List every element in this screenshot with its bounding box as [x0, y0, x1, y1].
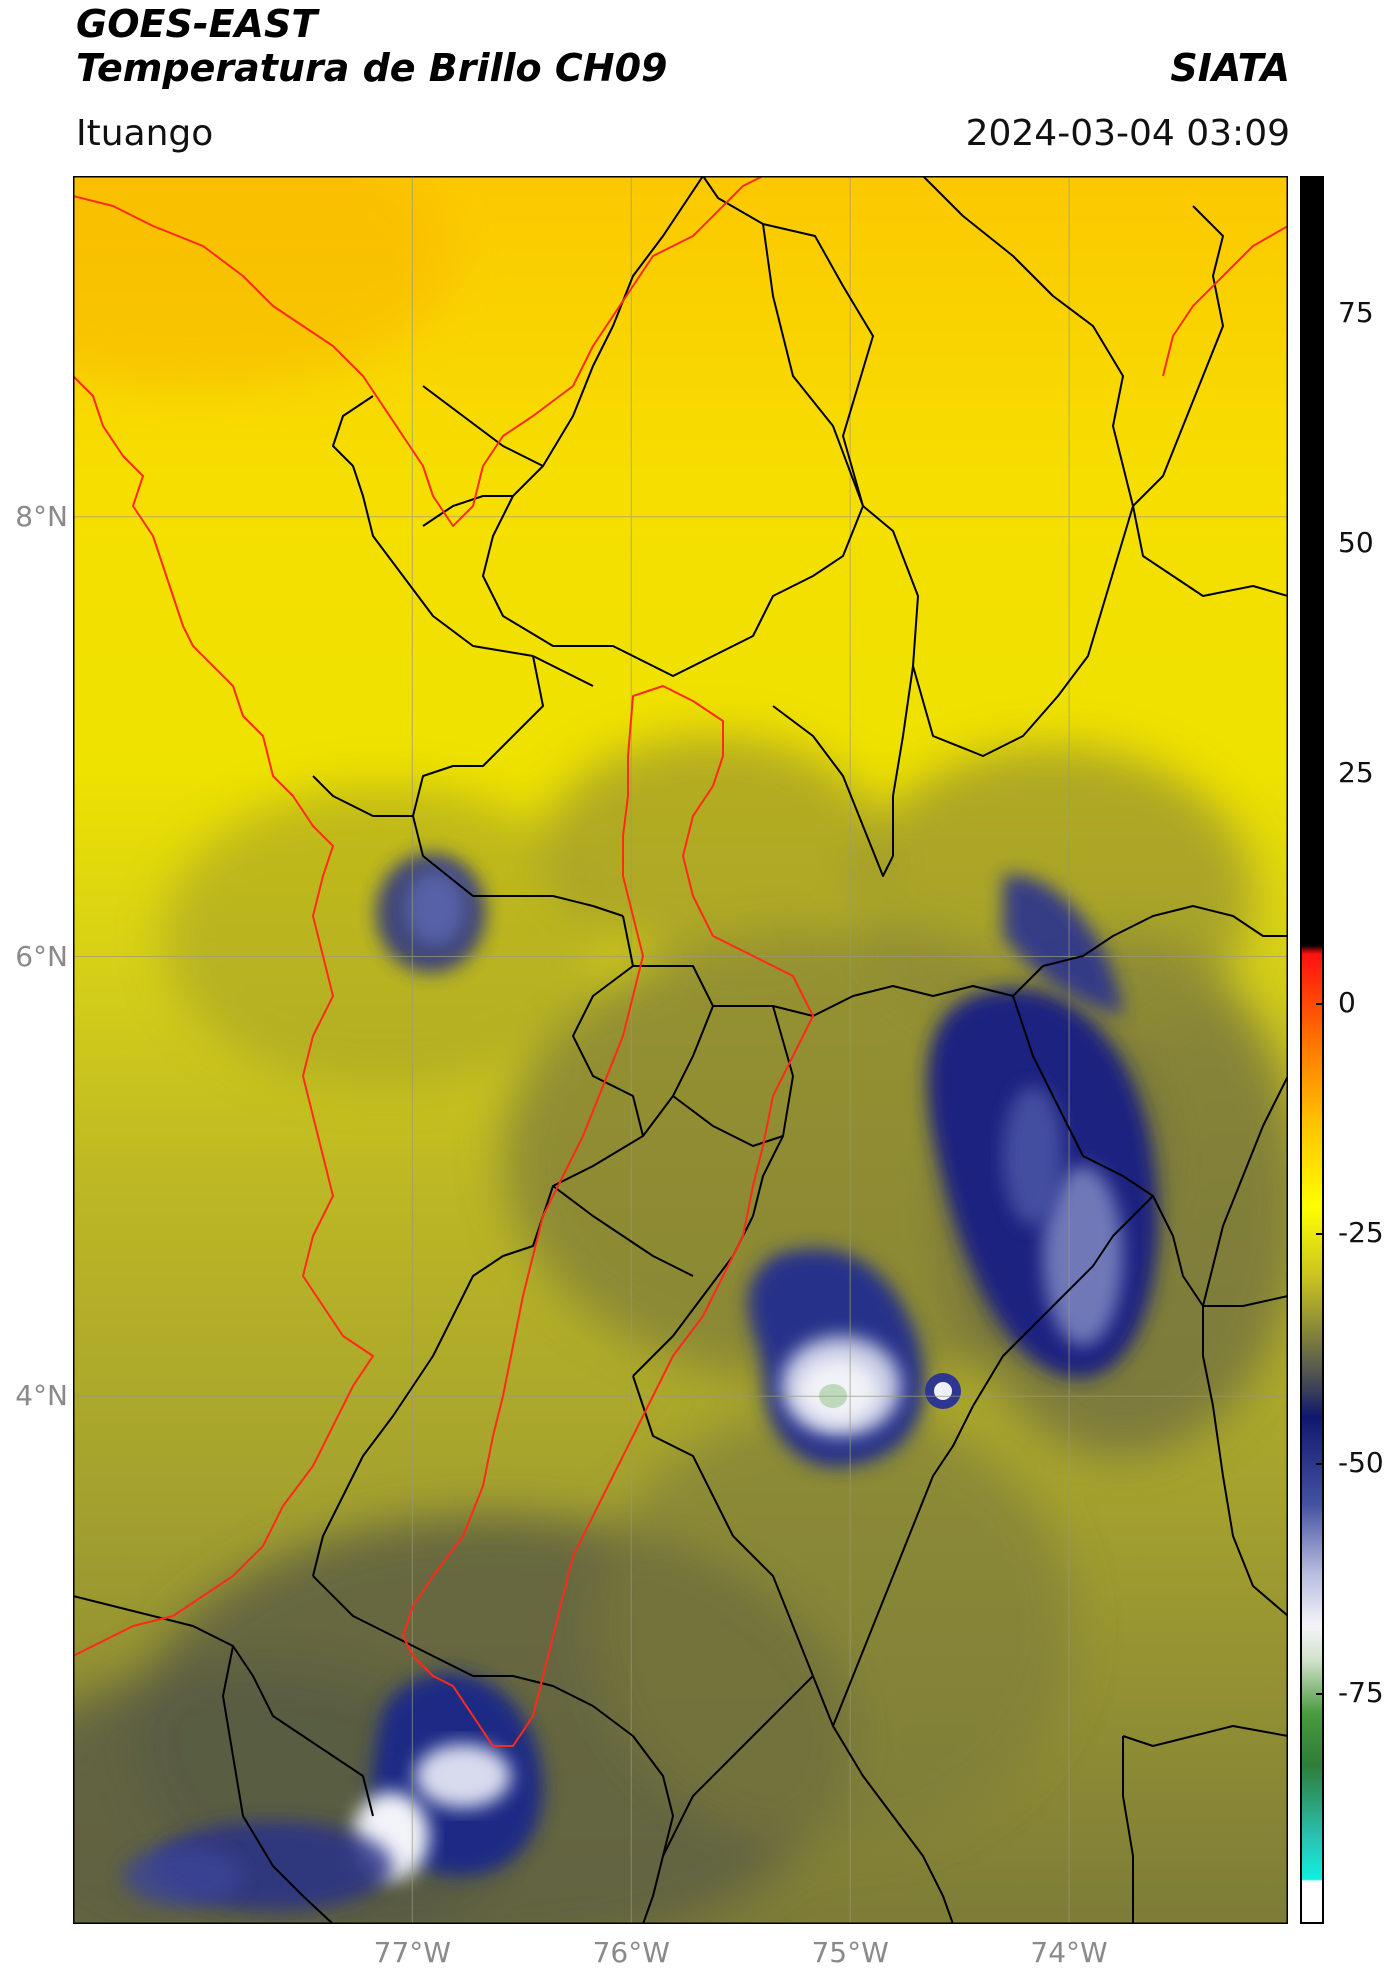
lat-label: 6°N [15, 939, 68, 973]
map-frame [73, 176, 1288, 1924]
warm-patch [73, 176, 453, 386]
lon-label: 76°W [592, 1936, 670, 1969]
colorbar-tick-label: 75 [1338, 296, 1374, 329]
title-satellite: GOES-EAST [76, 2, 318, 46]
lon-label: 75°W [811, 1936, 889, 1969]
coastlines-and-red-borders [73, 176, 1288, 1747]
lon-label: 77°W [373, 1936, 451, 1969]
cold-cloud-cells [123, 853, 1159, 1911]
lon-label: 74°W [1030, 1936, 1108, 1969]
colorbar-tick-label: 50 [1338, 526, 1374, 559]
cell-north-choco [376, 853, 486, 973]
timestamp-label: 2024-03-04 03:09 [965, 113, 1290, 154]
colorbar-tick-label: -75 [1338, 1676, 1384, 1709]
location-label: Ituango [76, 113, 214, 154]
title-product: Temperatura de Brillo CH09 [76, 46, 668, 90]
colorbar-tick-label: -50 [1338, 1446, 1384, 1479]
lat-label: 4°N [15, 1379, 68, 1413]
graticule [73, 176, 1288, 1924]
colorbar-tick-label: -25 [1338, 1216, 1384, 1249]
colorbar-tick-label: 0 [1338, 986, 1356, 1019]
brightness-temperature-map [73, 176, 1288, 1924]
colorbar [1300, 176, 1324, 1924]
department-borders [73, 176, 1288, 1924]
organization-label: SIATA [1170, 46, 1290, 90]
colorbar-tick-label: 25 [1338, 756, 1374, 789]
lat-label: 8°N [15, 499, 68, 533]
cell-tolima [747, 1248, 961, 1468]
cell-boyaca [927, 875, 1159, 1379]
